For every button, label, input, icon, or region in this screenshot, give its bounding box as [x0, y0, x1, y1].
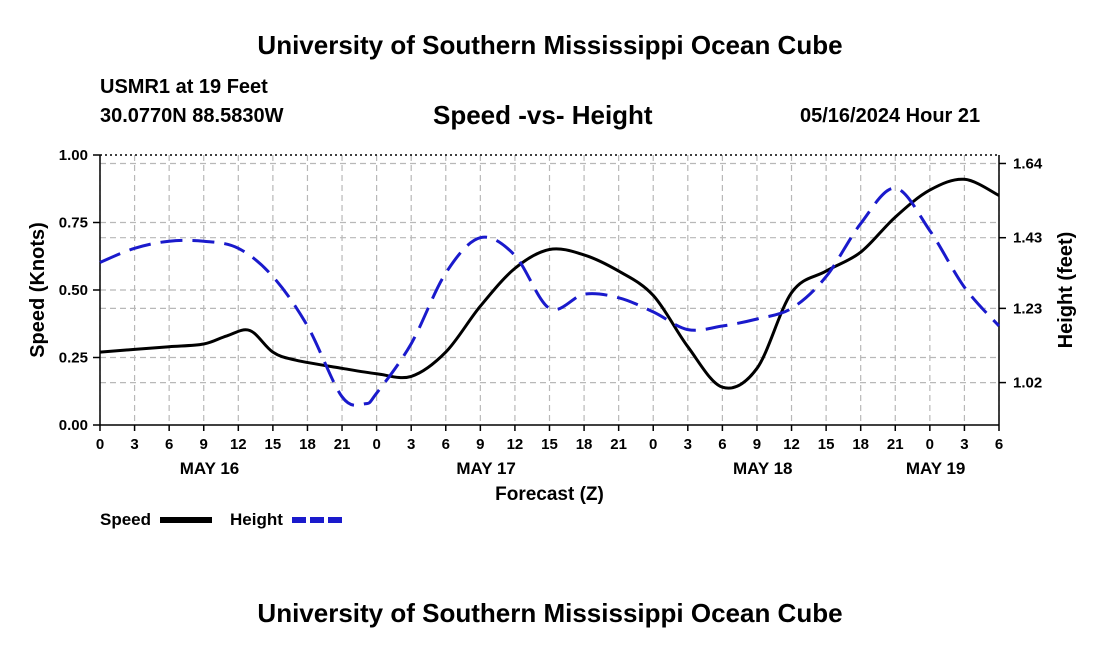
x-tick-label: 9 — [200, 436, 208, 453]
y-tick-label: 1.00 — [59, 147, 88, 164]
x-tick-label: 3 — [960, 436, 968, 453]
x-tick-label: 15 — [541, 436, 558, 453]
x-tick-label: 21 — [887, 436, 904, 453]
x-tick-label: 15 — [265, 436, 282, 453]
x-tick-label: 6 — [165, 436, 173, 453]
series-line-speed — [99, 177, 1000, 390]
x-tick-label: 0 — [926, 436, 934, 453]
station-coordinates: 30.0770N 88.5830W — [100, 105, 284, 127]
axes — [93, 154, 1006, 431]
grid-lines — [99, 155, 1000, 425]
y2-tick-label: 1.23 — [1013, 300, 1042, 317]
footer-title: University of Southern Mississippi Ocean… — [257, 598, 843, 628]
forecast-datetime: 05/16/2024 Hour 21 — [800, 105, 981, 127]
x-tick-label: 9 — [753, 436, 761, 453]
station-label: USMR1 at 19 Feet — [100, 76, 268, 98]
y-tick-label: 0.00 — [59, 417, 88, 434]
x-tick-label: 3 — [407, 436, 415, 453]
x-day-label: MAY 17 — [456, 459, 516, 478]
y-tick-label: 0.25 — [59, 350, 88, 367]
y-axis-title: Speed (Knots) — [27, 222, 49, 358]
y2-tick-label: 1.64 — [1013, 155, 1043, 172]
x-tick-label: 0 — [372, 436, 380, 453]
x-tick-label: 6 — [718, 436, 726, 453]
x-tick-label: 21 — [334, 436, 351, 453]
legend-label-speed: Speed — [100, 510, 151, 529]
chart-title: Speed -vs- Height — [433, 100, 653, 130]
x-day-label: MAY 19 — [906, 459, 966, 478]
x-tick-label: 15 — [818, 436, 835, 453]
y2-axis-title: Height (feet) — [1055, 232, 1077, 349]
x-tick-label: 12 — [507, 436, 524, 453]
x-tick-label: 6 — [442, 436, 450, 453]
x-tick-label: 3 — [130, 436, 138, 453]
series-line-height — [99, 186, 1001, 407]
x-tick-label: 18 — [299, 436, 316, 453]
x-tick-label: 9 — [476, 436, 484, 453]
chart-header-title: University of Southern Mississippi Ocean… — [257, 30, 843, 60]
axis-labels: 0 3 6 9 12 15 18 21 0 3 6 9 12 15 18 21 0 3 6 9 12 15 18 21 0 3 6 0… — [27, 147, 1077, 505]
x-day-label: MAY 16 — [180, 459, 240, 478]
x-tick-label: 0 — [96, 436, 104, 453]
x-axis-title: Forecast (Z) — [495, 484, 604, 505]
legend-label-height: Height — [230, 510, 283, 529]
x-tick-label: 12 — [783, 436, 800, 453]
x-tick-label: 18 — [576, 436, 593, 453]
y2-tick-label: 1.02 — [1013, 375, 1042, 392]
x-tick-label: 21 — [610, 436, 627, 453]
x-tick-label: 3 — [684, 436, 692, 453]
x-tick-label: 6 — [995, 436, 1003, 453]
x-tick-label: 0 — [649, 436, 657, 453]
series-lines — [99, 177, 1001, 407]
legend: Speed Height — [100, 510, 342, 529]
x-tick-label: 18 — [852, 436, 869, 453]
x-tick-label: 12 — [230, 436, 247, 453]
y2-tick-label: 1.43 — [1013, 230, 1042, 247]
x-day-label: MAY 18 — [733, 459, 793, 478]
y-tick-label: 0.75 — [59, 215, 88, 232]
y-tick-label: 0.50 — [59, 282, 88, 299]
